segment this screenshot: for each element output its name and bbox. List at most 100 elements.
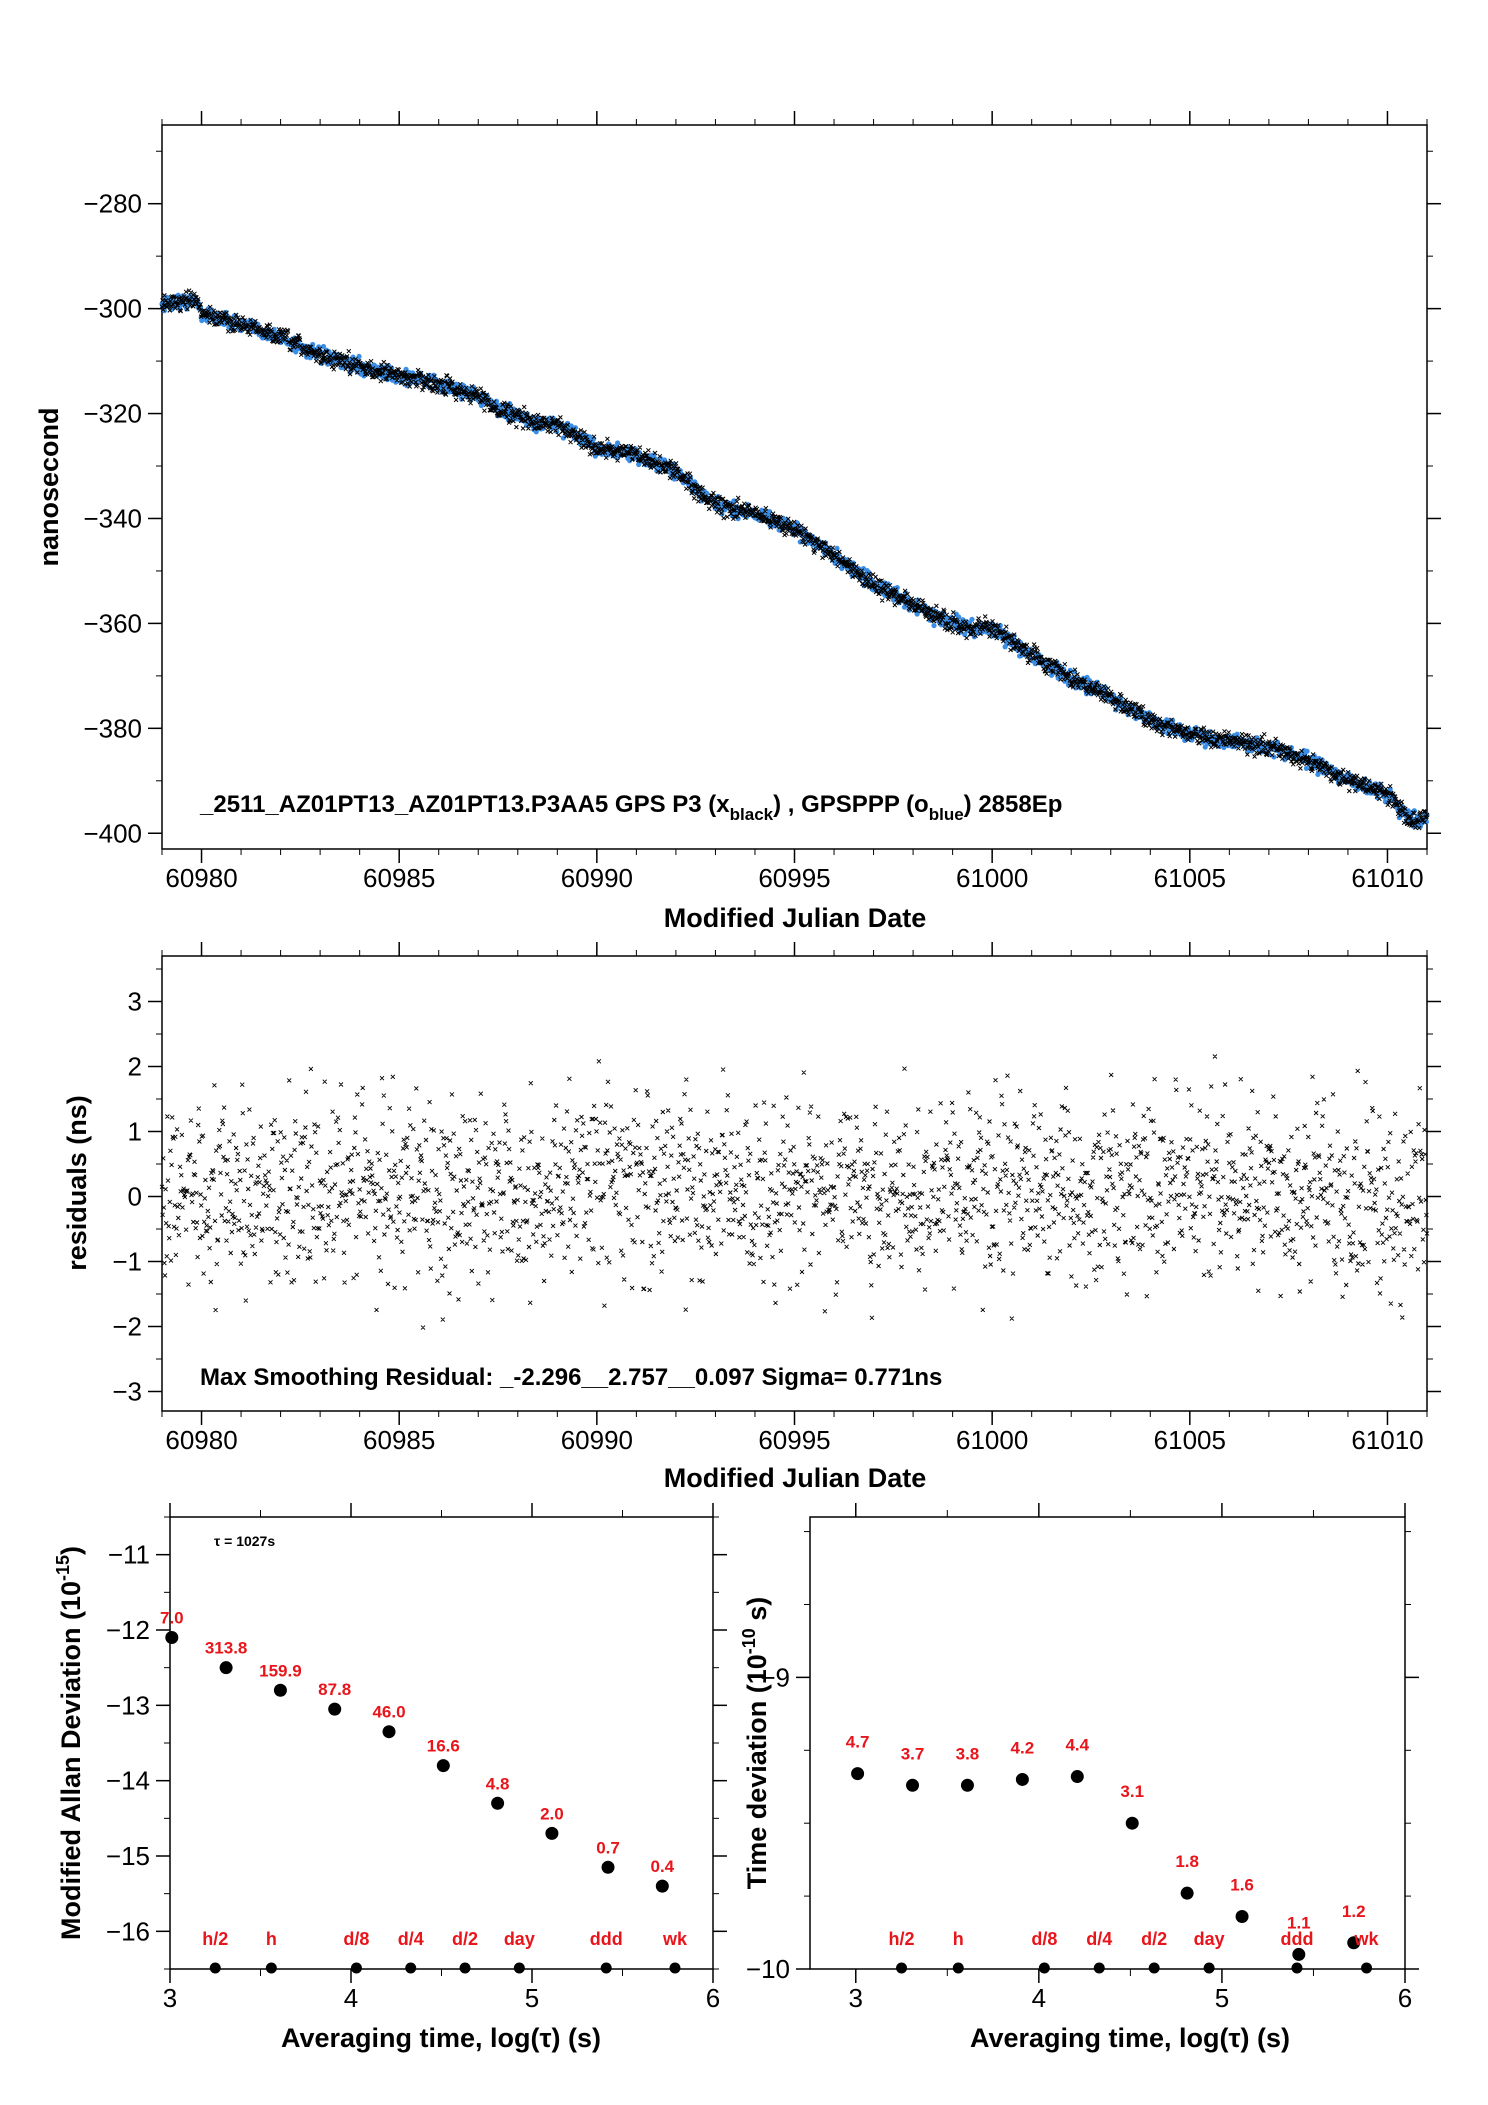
interval-marker-label: ddd [590, 1929, 623, 1949]
deviation-point [1235, 1910, 1249, 1924]
point-label: 4.8 [486, 1774, 510, 1793]
x-tick-label: 61000 [956, 863, 1028, 893]
tdev-ylabel-main: Time deviation (10 [742, 1654, 772, 1889]
y-tick-label: −3 [112, 1377, 142, 1407]
y-tick-label: −12 [106, 1615, 150, 1645]
x-tick-label: 61010 [1351, 1425, 1423, 1455]
deviation-point [906, 1778, 920, 1792]
interval-marker [669, 1962, 681, 1974]
point-label: 313.8 [205, 1639, 248, 1658]
y-tick-label: −300 [83, 294, 142, 324]
gpsppp-point [560, 435, 566, 441]
x-tick-label: 61005 [1154, 863, 1226, 893]
interval-marker-label: d/2 [452, 1929, 478, 1949]
x-tick-label: 60980 [165, 863, 237, 893]
tdev-ylabel-tail: s) [742, 1597, 772, 1629]
deviation-point [273, 1683, 287, 1697]
deviation-point [491, 1796, 505, 1810]
time-series-panel: 60980 60985 60990 60995 61000 61005 61010 −400 −… [34, 111, 1441, 933]
interval-marker [952, 1962, 964, 1974]
time-series-data [159, 288, 1430, 831]
deviation-point [601, 1860, 615, 1874]
interval-marker [896, 1962, 908, 1974]
gpsppp-point [615, 440, 621, 446]
interval-marker-label: ddd [1280, 1929, 1313, 1949]
deviation-point [1070, 1770, 1084, 1784]
gpsppp-point [834, 545, 840, 551]
x-tick-label: 60995 [758, 1425, 830, 1455]
interval-marker [1203, 1962, 1215, 1974]
point-label: 3.8 [956, 1744, 980, 1763]
point-label: 87.8 [318, 1680, 351, 1699]
time-series-ylabel: nanosecond [34, 407, 64, 566]
y-tick-label: −2 [112, 1312, 142, 1342]
y-tick-label: −400 [83, 818, 142, 848]
allan-ylabel-exp: -15 [53, 1555, 73, 1581]
interval-marker [350, 1962, 362, 1974]
point-label: 4.7 [846, 1733, 870, 1752]
interval-marker-label: d/4 [398, 1929, 424, 1949]
interval-marker-label: h [953, 1929, 964, 1949]
interval-marker-label: h/2 [202, 1929, 228, 1949]
point-label: 16.6 [427, 1737, 460, 1756]
deviation-point [545, 1826, 559, 1840]
point-label: 4.2 [1011, 1738, 1035, 1757]
y-tick-label: 3 [128, 987, 142, 1017]
interval-marker-label: h [266, 1929, 277, 1949]
x-tick-label: 6 [706, 1983, 720, 2013]
gpsppp-point [564, 420, 571, 426]
time-series-annotation: _2511_AZ01PT13_AZ01PT13.P3AA5 GPS P3 (xb… [199, 791, 1062, 824]
x-tick-label: 60980 [165, 1425, 237, 1455]
point-label: 1.2 [1342, 1902, 1366, 1921]
residuals-data [159, 1054, 1430, 1330]
gpsppp-point [478, 402, 485, 409]
point-label: 159.9 [259, 1661, 302, 1680]
interval-marker-label: d/8 [1031, 1929, 1057, 1949]
gpsppp-point [310, 341, 316, 348]
y-tick-label: −13 [106, 1690, 150, 1720]
time-series-axes: 60980 60985 60990 60995 61000 61005 61010 −400 −… [83, 111, 1441, 893]
tdev-ylabel: Time deviation (10-10 s) [739, 1597, 772, 1890]
y-tick-label: −15 [106, 1841, 150, 1871]
point-label: 7.0 [160, 1609, 184, 1628]
interval-marker [265, 1962, 277, 1974]
annotation-sub-black: black [730, 805, 774, 824]
annotation-part-1: _2511_AZ01PT13_AZ01PT13.P3AA5 GPS P3 (x [199, 791, 730, 818]
point-label: 0.7 [596, 1838, 620, 1857]
x-tick-label: 5 [1215, 1983, 1229, 2013]
x-tick-label: 6 [1398, 1983, 1412, 2013]
gpsppp-point [458, 396, 465, 402]
x-tick-label: 60985 [363, 1425, 435, 1455]
deviation-point [165, 1631, 179, 1645]
y-tick-label: −10 [746, 1954, 790, 1984]
tau-note: τ = 1027s [214, 1533, 275, 1549]
gpsppp-point [1304, 748, 1310, 754]
gpsppp-point [627, 458, 633, 464]
interval-marker [209, 1962, 221, 1974]
deviation-point [436, 1759, 450, 1773]
y-tick-label: −1 [112, 1247, 142, 1277]
residuals-xlabel: Modified Julian Date [664, 1463, 927, 1493]
interval-marker-label: d/8 [343, 1929, 369, 1949]
interval-marker [1093, 1962, 1105, 1974]
interval-marker-label: wk [1354, 1929, 1380, 1949]
deviation-point [1015, 1772, 1029, 1786]
x-tick-label: 3 [163, 1983, 177, 2013]
tdev-data: 4.73.7 3.8 4.2 4.43.11.81.61.11.2h/2 h d/8 d/4… [846, 1733, 1380, 1974]
deviation-point [219, 1661, 233, 1675]
x-tick-label: 61000 [956, 1425, 1028, 1455]
y-tick-label: 1 [128, 1117, 142, 1147]
point-label: 0.4 [650, 1857, 674, 1876]
interval-marker [459, 1962, 471, 1974]
y-tick-label: −11 [108, 1540, 150, 1570]
annotation-sub-blue: blue [929, 805, 964, 824]
interval-marker [1361, 1962, 1373, 1974]
tdev-frame [809, 1516, 1406, 1970]
y-tick-label: −320 [83, 399, 142, 429]
gpsppp-point [320, 343, 327, 350]
x-tick-label: 4 [1032, 1983, 1046, 2013]
y-tick-label: −340 [83, 503, 142, 533]
interval-marker-label: day [1194, 1929, 1225, 1949]
y-tick-label: −380 [83, 713, 142, 743]
tdev-axes: 3 4 5 6−10−9 [746, 1503, 1419, 2013]
